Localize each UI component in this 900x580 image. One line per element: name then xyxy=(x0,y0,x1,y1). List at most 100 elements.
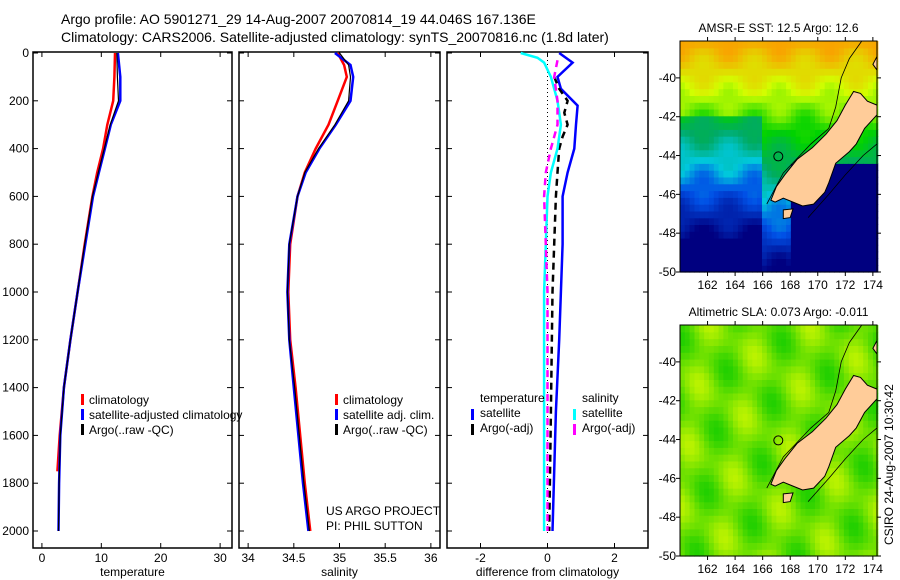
heatmap-cell xyxy=(805,549,811,557)
heatmap-cell xyxy=(829,474,835,482)
heatmap-cell xyxy=(839,251,845,259)
heatmap-cell xyxy=(819,115,826,124)
heatmap-cell xyxy=(747,238,753,246)
heatmap-cell xyxy=(800,136,806,144)
heatmap-cell xyxy=(713,386,720,394)
heatmap-cell xyxy=(766,142,773,151)
heatmap-cell xyxy=(684,359,691,367)
heatmap-cell xyxy=(742,454,749,462)
heatmap-cell xyxy=(723,508,729,516)
heatmap-cell xyxy=(762,481,768,489)
heatmap-cell xyxy=(819,345,826,353)
heatmap-cell xyxy=(800,379,806,387)
heatmap-cell xyxy=(752,379,758,387)
heatmap-cell xyxy=(708,156,715,164)
heatmap-cell xyxy=(776,54,782,62)
heatmap-cell xyxy=(786,75,792,83)
heatmap-cell xyxy=(694,549,700,557)
heatmap-cell xyxy=(699,231,705,239)
heatmap-cell xyxy=(786,515,792,523)
heatmap-cell xyxy=(786,122,792,130)
heatmap-cell xyxy=(795,81,802,90)
heatmap-cell xyxy=(872,156,879,164)
heatmap-cell xyxy=(728,265,734,273)
heatmap-cell xyxy=(713,426,720,435)
heatmap-cell xyxy=(713,95,720,103)
heatmap-cell xyxy=(718,420,724,428)
heatmap-cell xyxy=(694,494,700,503)
heatmap-cell xyxy=(723,163,729,171)
heatmap-cell xyxy=(771,156,777,164)
heatmap-cell xyxy=(766,244,773,253)
heatmap-cell xyxy=(684,481,691,489)
heatmap-cell xyxy=(771,47,777,56)
heatmap-cell xyxy=(699,176,705,185)
heatmap-cell xyxy=(704,359,710,367)
heatmap-cell xyxy=(684,365,691,374)
heatmap-cell xyxy=(853,47,859,56)
heatmap-cell xyxy=(757,460,763,469)
heatmap-cell xyxy=(752,108,758,117)
heatmap-cell xyxy=(795,549,802,557)
heatmap-cell xyxy=(684,501,691,509)
x-tick-label: 2 xyxy=(611,551,618,565)
heatmap-cell xyxy=(723,515,729,523)
heatmap-cell xyxy=(742,129,749,137)
heatmap-cell xyxy=(728,528,734,537)
heatmap-cell xyxy=(834,115,840,124)
heatmap-cell xyxy=(694,406,700,414)
heatmap-cell xyxy=(776,325,782,333)
heatmap-cell xyxy=(766,440,773,448)
heatmap-cell xyxy=(694,108,700,117)
heatmap-cell xyxy=(776,501,782,509)
heatmap-cell xyxy=(795,88,802,96)
heatmap-cell xyxy=(776,542,782,550)
heatmap-cell xyxy=(771,528,777,537)
heatmap-cell xyxy=(839,81,845,90)
heatmap-cell xyxy=(868,474,874,482)
heatmap-cell xyxy=(723,129,729,137)
heatmap-cell xyxy=(834,183,840,192)
heatmap-cell xyxy=(839,265,845,273)
heatmap-cell xyxy=(815,345,821,353)
heatmap-cell xyxy=(737,136,744,144)
heatmap-cell xyxy=(684,420,691,428)
heatmap-cell xyxy=(771,244,777,253)
heatmap-cell xyxy=(766,129,773,137)
heatmap-cell xyxy=(699,447,705,455)
heatmap-cell xyxy=(810,81,816,90)
heatmap-cell xyxy=(858,210,864,219)
heatmap-cell xyxy=(858,345,864,353)
heatmap-cell xyxy=(718,345,724,353)
heatmap-cell xyxy=(718,365,724,374)
heatmap-cell xyxy=(786,345,792,353)
heatmap-cell xyxy=(752,183,758,192)
heatmap-cell xyxy=(843,372,850,380)
map-frame xyxy=(679,40,878,273)
heatmap-cell xyxy=(843,197,850,205)
heatmap-cell xyxy=(776,258,782,266)
heatmap-cell xyxy=(839,345,845,353)
heatmap-cell xyxy=(868,136,874,144)
heatmap-cell xyxy=(708,515,715,523)
heatmap-cell xyxy=(868,68,874,76)
heatmap-cell xyxy=(771,365,777,374)
heatmap-cell xyxy=(868,163,874,171)
heatmap-cell xyxy=(815,508,821,516)
heatmap-cell xyxy=(800,115,806,124)
heatmap-cell xyxy=(834,170,840,178)
heatmap-cell xyxy=(742,41,749,49)
heatmap-cell xyxy=(863,54,869,62)
heatmap-cell xyxy=(699,420,705,428)
heatmap-cell xyxy=(723,231,729,239)
heatmap-cell xyxy=(718,542,724,550)
heatmap-cell xyxy=(848,88,855,96)
heatmap-cell xyxy=(829,258,835,266)
heatmap-cell xyxy=(689,75,695,83)
heatmap-cell xyxy=(694,163,700,171)
heatmap-cell xyxy=(733,231,739,239)
argo-float-marker xyxy=(773,435,784,446)
heatmap-cell xyxy=(872,224,879,232)
heatmap-cell xyxy=(680,170,686,178)
heatmap-cell xyxy=(824,244,831,253)
